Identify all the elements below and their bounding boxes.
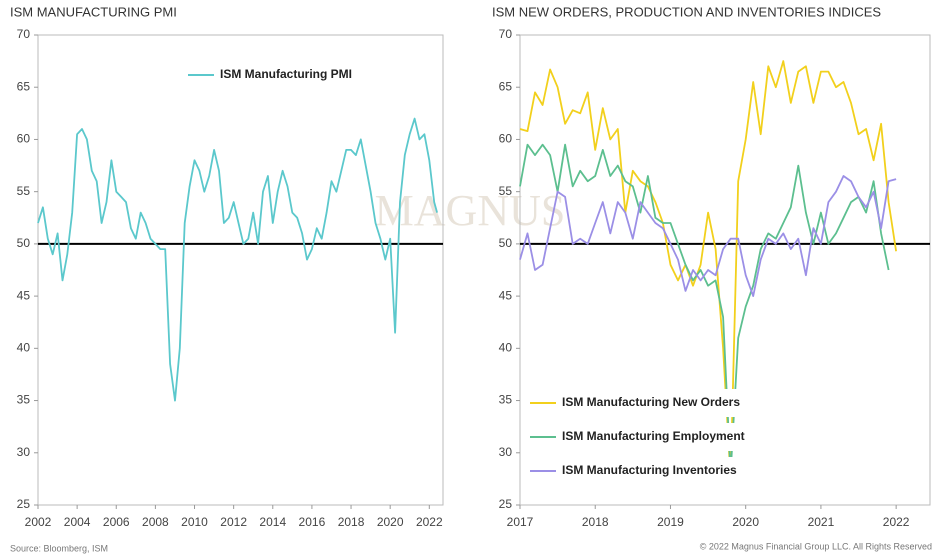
x-tick-label: 2012	[220, 515, 247, 529]
legend-label: ISM Manufacturing Employment	[562, 429, 745, 443]
x-tick-label: 2014	[259, 515, 286, 529]
x-tick-label: 2020	[732, 515, 759, 529]
series-line	[519, 60, 897, 480]
legend-box	[526, 423, 756, 451]
chart-title: ISM NEW ORDERS, PRODUCTION AND INVENTORI…	[492, 4, 881, 19]
y-tick-label: 25	[17, 497, 31, 511]
y-tick-label: 40	[17, 341, 31, 355]
y-tick-label: 55	[17, 184, 31, 198]
plot-frame	[37, 34, 444, 506]
y-tick-label: 60	[17, 132, 31, 146]
y-tick-label: 30	[499, 445, 513, 459]
x-tick-label: 2021	[808, 515, 835, 529]
plot-frame	[519, 34, 931, 506]
y-tick-label: 35	[499, 393, 513, 407]
x-tick-label: 2017	[507, 515, 534, 529]
x-tick-label: 2018	[582, 515, 609, 529]
x-tick-label: 2018	[338, 515, 365, 529]
legend-label: ISM Manufacturing PMI	[220, 67, 352, 81]
x-tick-label: 2022	[416, 515, 443, 529]
y-tick-label: 40	[499, 341, 513, 355]
y-tick-label: 70	[499, 27, 513, 41]
watermark: MAGNUS	[375, 186, 566, 235]
source: Source: Bloomberg, ISM	[10, 543, 108, 553]
y-tick-label: 70	[17, 27, 31, 41]
x-tick-label: 2004	[64, 515, 91, 529]
y-tick-label: 60	[499, 132, 513, 146]
x-tick-label: 2006	[103, 515, 130, 529]
x-tick-label: 2022	[883, 515, 910, 529]
y-tick-label: 65	[499, 79, 513, 93]
series-line	[37, 117, 438, 402]
x-tick-label: 2010	[181, 515, 208, 529]
x-tick-label: 2016	[299, 515, 326, 529]
legend-label: ISM Manufacturing Inventories	[562, 463, 737, 477]
y-tick-label: 30	[17, 445, 31, 459]
x-tick-label: 2008	[142, 515, 169, 529]
x-tick-label: 2019	[657, 515, 684, 529]
series-line	[519, 143, 890, 475]
y-tick-label: 50	[17, 236, 31, 250]
y-tick-label: 45	[17, 288, 31, 302]
series-line	[519, 175, 897, 297]
y-tick-label: 35	[17, 393, 31, 407]
y-tick-label: 25	[499, 497, 513, 511]
x-tick-label: 2020	[377, 515, 404, 529]
legend-label: ISM Manufacturing New Orders	[562, 395, 740, 409]
legend-box	[526, 389, 756, 417]
legend-box	[526, 457, 756, 485]
y-tick-label: 45	[499, 288, 513, 302]
y-tick-label: 55	[499, 184, 513, 198]
copyright: © 2022 Magnus Financial Group LLC. All R…	[700, 541, 932, 551]
x-tick-label: 2002	[25, 515, 52, 529]
y-tick-label: 65	[17, 79, 31, 93]
y-tick-label: 50	[499, 236, 513, 250]
chart-title: ISM MANUFACTURING PMI	[10, 4, 177, 19]
